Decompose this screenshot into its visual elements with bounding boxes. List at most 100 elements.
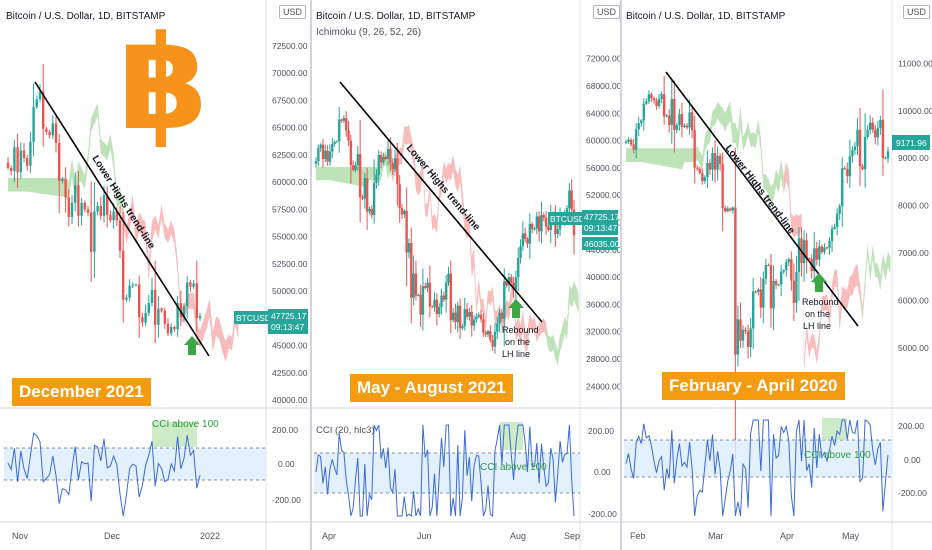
candle-body [757,289,760,292]
candle-body [645,101,648,104]
chart-panel-december-2021[interactable]: 72500.00 70000.00 67500.00 65000.00 62500.00… [0,0,310,550]
candle-body [690,112,694,131]
candle-body [721,163,724,209]
period-label: December 2021 [12,378,151,406]
period-label: May - August 2021 [350,374,513,402]
candle-body [884,158,887,160]
chart-canvas-2[interactable]: 72000.00 68000.00 64000.00 60000.00 56000.00… [312,0,620,550]
candle-body [377,154,380,175]
candle-body [461,326,464,329]
candle-body [141,317,144,323]
chart-canvas-1[interactable]: 72500.00 70000.00 67500.00 65000.00 62500.00… [0,0,310,550]
last-price-tag [892,135,930,150]
countdown-label: 09:13:47 [271,322,304,332]
chart-panel-february-april-2020[interactable]: 11000.00 10000.00 9000.00 8000.00 7000.00 600… [622,0,932,550]
time-tick-label: Sep [564,531,580,541]
candle-body [412,273,415,298]
ichimoku-cloud [392,124,470,239]
candle-body [805,240,808,259]
candle-body [22,150,26,159]
candle-body [326,150,329,162]
candle-body [99,206,102,216]
candle-body [843,168,846,170]
price-tick-label: 9000.00 [898,153,929,163]
candle-body [138,284,141,318]
candle-body [662,94,666,117]
currency-badge[interactable]: USD [279,5,307,19]
candle-body [512,282,515,291]
currency-badge[interactable]: USD [593,5,621,19]
price-tick-label: 65000.00 [272,123,308,133]
candle-body [421,285,425,315]
price-tick-label: 6000.00 [898,295,929,305]
candle-body [642,103,646,121]
cci-line [7,432,201,517]
candle-body [767,264,770,266]
cci-band [4,448,266,480]
cci-tick-label: -200.00 [272,495,301,505]
price-tick-label: 60000.00 [586,136,620,146]
candle-body [93,211,96,252]
ichimoku-cloud [123,195,181,323]
candle-body [815,248,818,260]
candle-body [338,119,341,142]
last-price-label: 9171.96 [896,138,927,148]
currency-badge[interactable]: USD [903,5,931,19]
candle-body [382,156,385,163]
chart-panel-may-august-2021[interactable]: 72000.00 68000.00 64000.00 60000.00 56000.00… [312,0,621,550]
price-tick-label: 40000.00 [586,272,620,282]
candle-body [321,144,325,160]
candle-body [86,209,90,213]
candle-body [70,202,74,217]
candle-body [713,153,717,170]
candle-body [48,131,51,136]
ichimoku-cloud [626,136,705,171]
time-tick-label: Apr [322,531,336,541]
candle-body [678,114,681,126]
candle-body [754,291,757,293]
cci-tick-label: 0.00 [278,459,295,469]
price-tick-label: 62500.00 [272,150,308,160]
panel-divider [620,0,622,550]
price-tick-label: 10000.00 [898,106,932,116]
candle-body [74,185,77,203]
last-price-label: 47725.17 [584,212,620,222]
candle-body [734,207,737,355]
candle-body [368,208,371,212]
last-price-tag [268,309,308,334]
candle-body [863,136,867,170]
candle-body [777,284,780,286]
time-tick-label: Jun [417,531,432,541]
candle-body [693,130,696,168]
ichimoku-cloud [546,281,579,366]
cci-title: CCI (20, hlc3) [316,425,375,436]
candle-body [851,150,854,157]
period-label: February - April 2020 [662,372,845,400]
time-tick-label: May [842,531,860,541]
countdown-label: 09:13:47 [584,223,617,233]
candle-body [356,154,360,166]
price-tick-label: 60000.00 [272,177,308,187]
chart-canvas-3[interactable]: 11000.00 10000.00 9000.00 8000.00 7000.00 600… [622,0,932,550]
candle-body [115,211,118,221]
candle-body [744,329,747,332]
candle-body [396,158,399,185]
candle-body [389,148,392,164]
candle-body [134,284,138,286]
indicator-label-ichimoku[interactable]: Ichimoku (9, 26, 52, 26) [316,27,422,38]
candle-body [477,314,480,317]
candle-body [83,202,86,210]
candle-body [417,294,420,296]
candle-body [835,213,839,227]
candle-body [484,332,487,335]
candle-body [442,295,446,300]
candle-body [818,246,821,260]
candle-body [38,91,42,100]
candle-body [482,319,485,333]
candle-body [514,277,518,291]
cci-note: CCI above 100 [152,419,219,430]
candle-body [568,190,571,209]
candle-body [189,282,192,287]
candle-body [741,329,745,341]
candle-body [790,259,793,281]
